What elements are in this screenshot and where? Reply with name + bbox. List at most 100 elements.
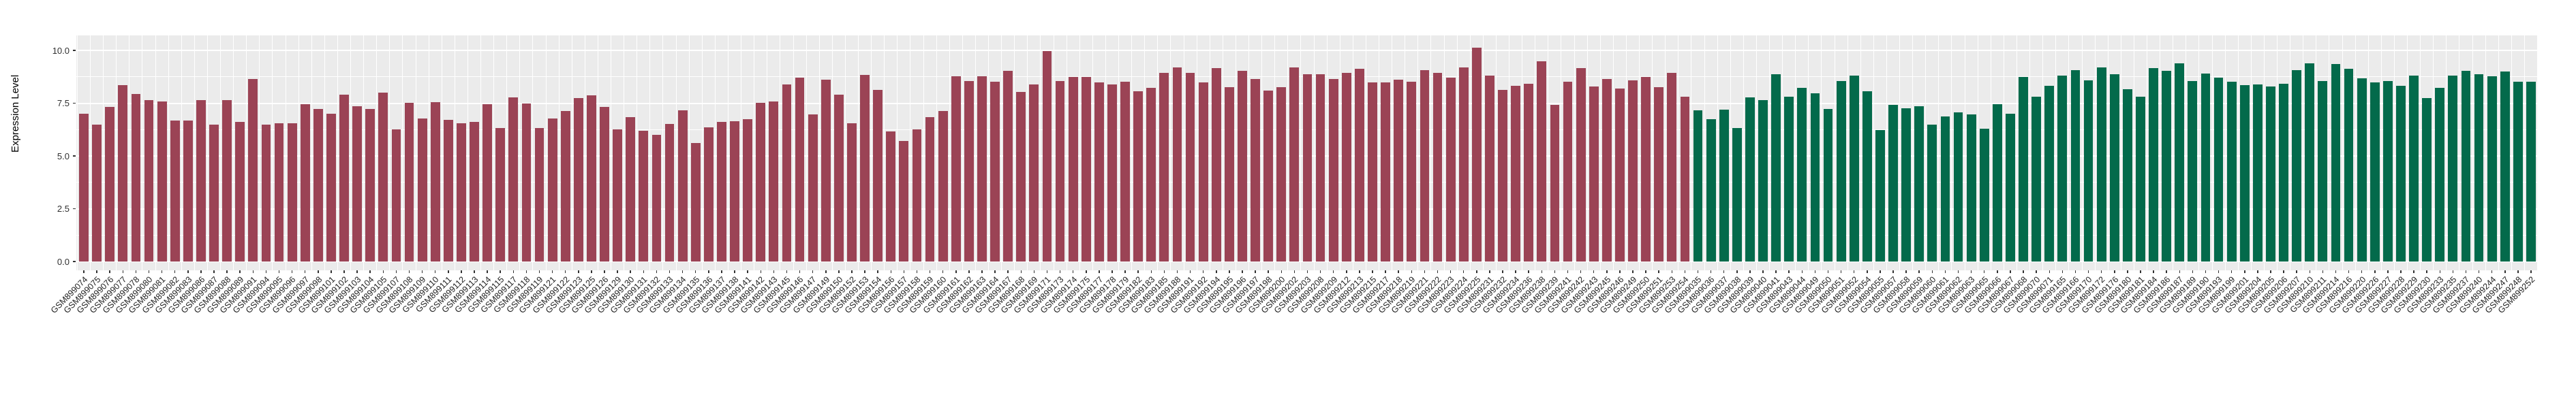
x-tick-mark	[656, 270, 658, 273]
expression-bar	[873, 89, 883, 262]
x-tick-mark	[1775, 270, 1777, 273]
expression-bar	[1120, 81, 1130, 262]
expression-bar	[951, 76, 961, 262]
x-tick-mark	[2478, 270, 2480, 273]
expression-bar	[339, 95, 349, 262]
gridline-vertical	[2420, 35, 2421, 270]
x-tick-mark	[708, 270, 709, 273]
gridline-vertical	[2446, 35, 2447, 270]
x-tick-mark	[122, 270, 124, 273]
x-tick-mark	[1372, 270, 1373, 273]
gridline-vertical	[1001, 35, 1002, 270]
expression-bar	[1810, 93, 1820, 262]
gridline-vertical	[818, 35, 820, 270]
x-tick-mark	[994, 270, 996, 273]
gridline-vertical	[233, 35, 234, 270]
expression-bar	[222, 100, 232, 262]
gridline-vertical	[1586, 35, 1588, 270]
gridline-vertical	[1079, 35, 1080, 270]
gridline-vertical	[1717, 35, 1718, 270]
expression-bar	[391, 129, 401, 262]
gridline-vertical	[858, 35, 859, 270]
gridline-vertical	[1574, 35, 1575, 270]
x-tick-mark	[200, 270, 202, 273]
x-tick-mark	[2283, 270, 2284, 273]
gridline-vertical	[480, 35, 482, 270]
x-tick-mark	[331, 270, 332, 273]
expression-bar	[2474, 74, 2484, 262]
x-tick-mark	[2504, 270, 2506, 273]
x-tick-mark	[981, 270, 983, 273]
x-tick-mark	[265, 270, 267, 273]
expression-bar	[1302, 74, 1313, 262]
expression-bar	[170, 120, 180, 262]
expression-bar	[912, 129, 922, 262]
expression-bar	[2057, 75, 2068, 262]
expression-bar	[1485, 75, 1494, 262]
x-tick-mark	[1007, 270, 1009, 273]
expression-bar	[1420, 70, 1430, 262]
expression-bar	[2044, 86, 2055, 262]
x-tick-mark	[1892, 270, 1894, 273]
expression-bar	[2266, 86, 2275, 262]
x-tick-mark	[187, 270, 189, 273]
gridline-vertical	[884, 35, 885, 270]
y-tick-mark	[73, 208, 76, 210]
x-tick-mark	[434, 270, 436, 273]
x-tick-mark	[1541, 270, 1543, 273]
gridline-vertical	[2472, 35, 2473, 270]
expression-bar	[1394, 80, 1404, 262]
expression-bar	[1471, 47, 1482, 262]
gridline-vertical	[871, 35, 872, 270]
expression-bar	[1667, 72, 1677, 262]
gridline-vertical	[1782, 35, 1783, 270]
expression-bar	[1823, 108, 1833, 262]
x-tick-mark	[812, 270, 814, 273]
x-tick-mark	[2387, 270, 2389, 273]
expression-bar	[1185, 72, 1195, 262]
x-tick-mark	[1814, 270, 1816, 273]
x-tick-mark	[1997, 270, 1998, 273]
x-tick-mark	[1853, 270, 1855, 273]
x-tick-mark	[578, 270, 579, 273]
x-tick-mark	[1150, 270, 1152, 273]
gridline-vertical	[2355, 35, 2356, 270]
gridline-vertical	[897, 35, 898, 270]
gridline-vertical	[831, 35, 833, 270]
x-tick-mark	[1918, 270, 1920, 273]
gridline-vertical	[2498, 35, 2499, 270]
expression-bar	[144, 100, 154, 262]
gridline-vertical	[1482, 35, 1484, 270]
x-tick-mark	[382, 270, 384, 273]
x-tick-mark	[2049, 270, 2050, 273]
x-tick-mark	[669, 270, 671, 273]
expression-bar	[105, 106, 115, 262]
gridline-vertical	[1769, 35, 1770, 270]
x-tick-mark	[903, 270, 905, 273]
expression-bar	[1914, 106, 1925, 262]
gridline-vertical	[2485, 35, 2486, 270]
gridline-vertical	[2380, 35, 2382, 270]
expression-bar	[508, 97, 519, 262]
expression-bar	[2070, 70, 2081, 262]
gridline-vertical	[1925, 35, 1927, 270]
gridline-vertical	[1326, 35, 1328, 270]
expression-bar	[1992, 104, 2002, 262]
gridline-vertical	[2042, 35, 2044, 270]
gridline-vertical	[545, 35, 547, 270]
expression-bar	[2188, 81, 2198, 262]
x-tick-mark	[1723, 270, 1725, 273]
expression-bar	[1732, 128, 1742, 262]
expression-bar	[2201, 74, 2211, 262]
x-tick-mark	[1931, 270, 1933, 273]
x-tick-mark	[1515, 270, 1516, 273]
x-tick-mark	[1189, 270, 1191, 273]
x-tick-mark	[239, 270, 241, 273]
x-tick-mark	[734, 270, 735, 273]
expression-bar	[1524, 84, 1534, 262]
expression-bar	[1563, 81, 1573, 262]
gridline-vertical	[2393, 35, 2395, 270]
gridline-vertical	[675, 35, 677, 270]
gridline-vertical	[2342, 35, 2343, 270]
expression-bar	[847, 123, 857, 262]
